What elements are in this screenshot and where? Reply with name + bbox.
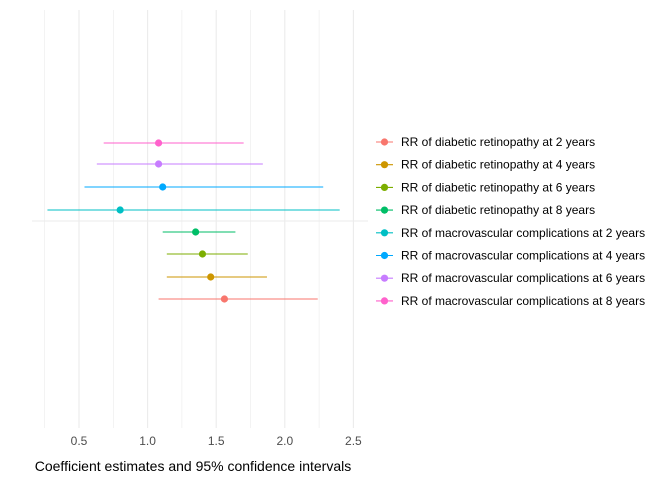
legend-label: RR of macrovascular complications at 6 y…	[401, 271, 645, 285]
legend-label: RR of macrovascular complications at 8 y…	[401, 294, 645, 308]
point-estimate	[198, 250, 207, 258]
x-axis-title: Coefficient estimates and 95% confidence…	[35, 458, 351, 474]
point-estimate	[220, 295, 229, 303]
legend-label: RR of diabetic retinopathy at 2 years	[401, 135, 595, 149]
x-tick-label: 2.0	[276, 434, 293, 448]
point-estimate	[207, 273, 215, 281]
point-estimate	[159, 183, 167, 191]
legend-key-point	[380, 229, 389, 237]
point-estimate	[192, 228, 200, 236]
legend-key-point	[380, 183, 389, 191]
legend-label: RR of diabetic retinopathy at 8 years	[401, 203, 595, 217]
legend-key-point	[380, 297, 389, 305]
legend-label: RR of diabetic retinopathy at 6 years	[401, 180, 595, 194]
point-estimate	[116, 206, 124, 214]
legend-key-point	[380, 274, 389, 282]
legend-key-point	[380, 206, 389, 214]
x-tick-label: 1.0	[139, 434, 156, 448]
legend-label: RR of macrovascular complications at 4 y…	[401, 249, 645, 263]
point-estimate	[154, 160, 163, 168]
x-tick-label: 0.5	[71, 434, 88, 448]
point-estimate	[154, 139, 163, 147]
legend-label: RR of diabetic retinopathy at 4 years	[401, 158, 595, 172]
x-tick-label: 1.5	[208, 434, 225, 448]
x-tick-label: 2.5	[345, 434, 362, 448]
legend-key-point	[380, 161, 389, 169]
legend-label: RR of macrovascular complications at 2 y…	[401, 226, 645, 240]
legend-key-point	[380, 138, 389, 146]
legend-key-point	[380, 251, 389, 260]
